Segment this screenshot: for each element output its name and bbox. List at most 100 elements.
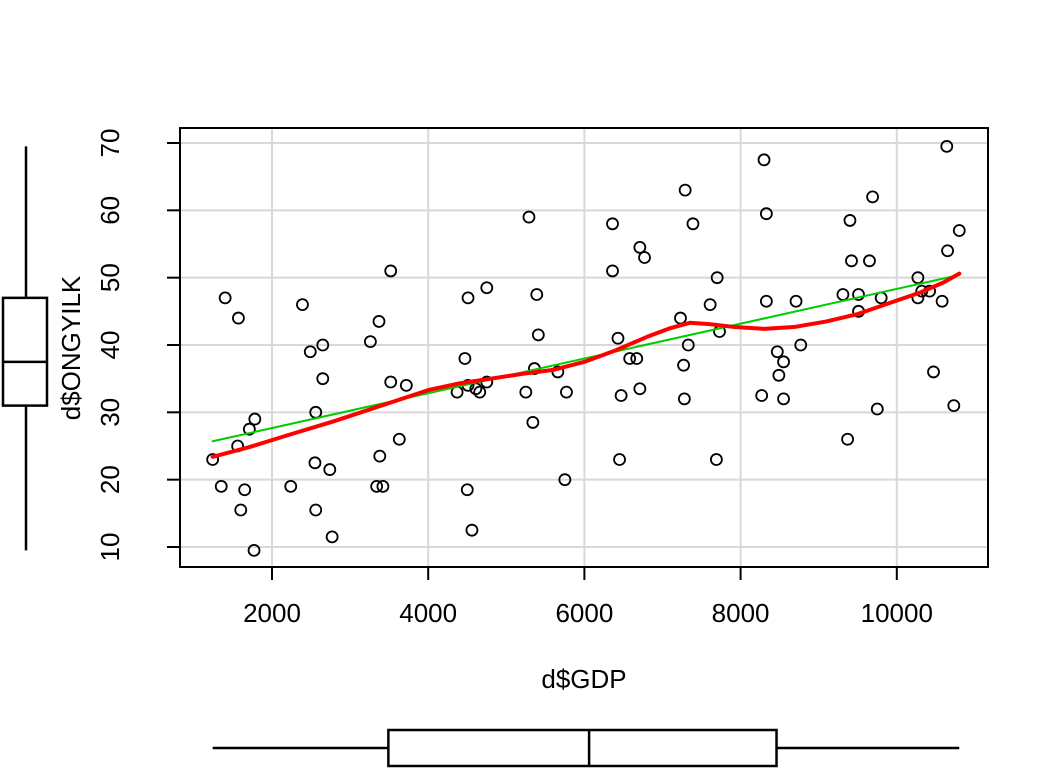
y-tick-label: 60 xyxy=(95,196,125,225)
data-point xyxy=(461,291,475,305)
data-point xyxy=(232,311,245,325)
x-axis-label: d$GDP xyxy=(541,664,626,694)
data-point xyxy=(935,294,949,308)
data-point xyxy=(623,352,637,365)
data-point xyxy=(384,375,398,389)
data-point xyxy=(613,453,626,466)
data-point xyxy=(325,530,339,544)
x-tick-label: 8000 xyxy=(712,598,770,628)
fit-lines xyxy=(210,271,962,459)
data-point xyxy=(218,291,232,305)
data-point xyxy=(530,288,544,301)
data-point xyxy=(866,190,879,204)
data-point xyxy=(836,288,850,301)
data-point xyxy=(308,456,322,470)
data-point xyxy=(794,338,808,352)
y-tick-label: 20 xyxy=(95,465,125,494)
data-point xyxy=(519,385,533,399)
y-marginal-boxplot xyxy=(1,146,49,551)
data-point xyxy=(630,352,644,365)
data-point xyxy=(560,385,573,399)
y-tick-label: 70 xyxy=(95,129,125,158)
data-point xyxy=(755,389,769,402)
y-tick-label: 40 xyxy=(95,331,125,360)
scatter-points xyxy=(206,139,966,557)
data-point xyxy=(248,412,262,426)
y-axis: 10 20 30 40 50 60 70 xyxy=(95,129,180,562)
data-point xyxy=(373,449,387,463)
data-point xyxy=(376,479,390,493)
grid-lines xyxy=(180,128,988,567)
data-point xyxy=(770,345,784,359)
x-tick-label: 10000 xyxy=(861,598,933,628)
data-point xyxy=(238,483,252,497)
data-point xyxy=(370,479,384,493)
data-point xyxy=(303,345,317,359)
data-point xyxy=(772,368,786,382)
data-point xyxy=(674,311,687,325)
y-tick-label: 30 xyxy=(95,398,125,427)
data-point xyxy=(677,358,690,372)
data-point xyxy=(606,264,619,278)
data-point xyxy=(531,328,545,342)
data-point xyxy=(296,298,309,311)
data-point xyxy=(611,331,625,345)
data-point xyxy=(633,382,647,396)
x-marginal-boxplot xyxy=(212,728,960,768)
data-point xyxy=(316,372,330,386)
y-tick-label: 10 xyxy=(95,533,125,562)
data-point xyxy=(206,453,220,466)
data-point xyxy=(316,338,330,352)
y-axis-label: d$ONGYILK xyxy=(56,275,86,420)
data-point xyxy=(952,224,966,237)
data-point xyxy=(870,402,884,416)
data-point xyxy=(911,271,925,285)
data-point xyxy=(364,335,377,349)
data-point xyxy=(757,153,771,167)
data-point xyxy=(522,210,536,224)
data-point xyxy=(526,416,540,429)
data-point xyxy=(323,463,337,476)
data-point xyxy=(460,483,474,497)
data-point xyxy=(681,338,695,352)
data-point xyxy=(941,244,954,258)
data-point xyxy=(677,392,691,406)
data-point xyxy=(614,389,628,402)
data-point xyxy=(633,240,647,254)
data-point xyxy=(234,503,248,517)
x-axis: 2000 4000 6000 8000 10000 xyxy=(243,567,933,628)
data-point xyxy=(473,385,487,399)
y-boxplot-box xyxy=(1,296,49,407)
data-point xyxy=(384,264,398,278)
data-point xyxy=(759,294,773,308)
data-point xyxy=(709,453,723,466)
data-point xyxy=(863,254,876,268)
data-point xyxy=(843,214,857,227)
data-point xyxy=(927,365,940,379)
data-point xyxy=(841,432,854,446)
x-tick-label: 6000 xyxy=(555,598,613,628)
y-tick-label: 50 xyxy=(95,263,125,292)
data-point xyxy=(558,473,572,487)
data-point xyxy=(940,139,954,153)
data-point xyxy=(606,217,619,231)
data-point xyxy=(399,378,413,392)
data-point xyxy=(214,479,228,493)
data-point xyxy=(465,523,479,537)
data-point xyxy=(789,294,803,308)
data-point xyxy=(710,271,724,285)
data-point xyxy=(638,251,651,264)
data-point xyxy=(777,355,790,369)
data-point xyxy=(309,503,323,517)
data-point xyxy=(678,183,692,197)
data-point xyxy=(759,207,773,221)
data-point xyxy=(392,432,406,446)
data-point xyxy=(458,352,472,365)
data-point xyxy=(284,479,298,493)
data-point xyxy=(686,217,700,231)
x-tick-label: 2000 xyxy=(243,598,301,628)
data-point xyxy=(947,399,961,412)
loess-smooth-line xyxy=(210,271,962,459)
